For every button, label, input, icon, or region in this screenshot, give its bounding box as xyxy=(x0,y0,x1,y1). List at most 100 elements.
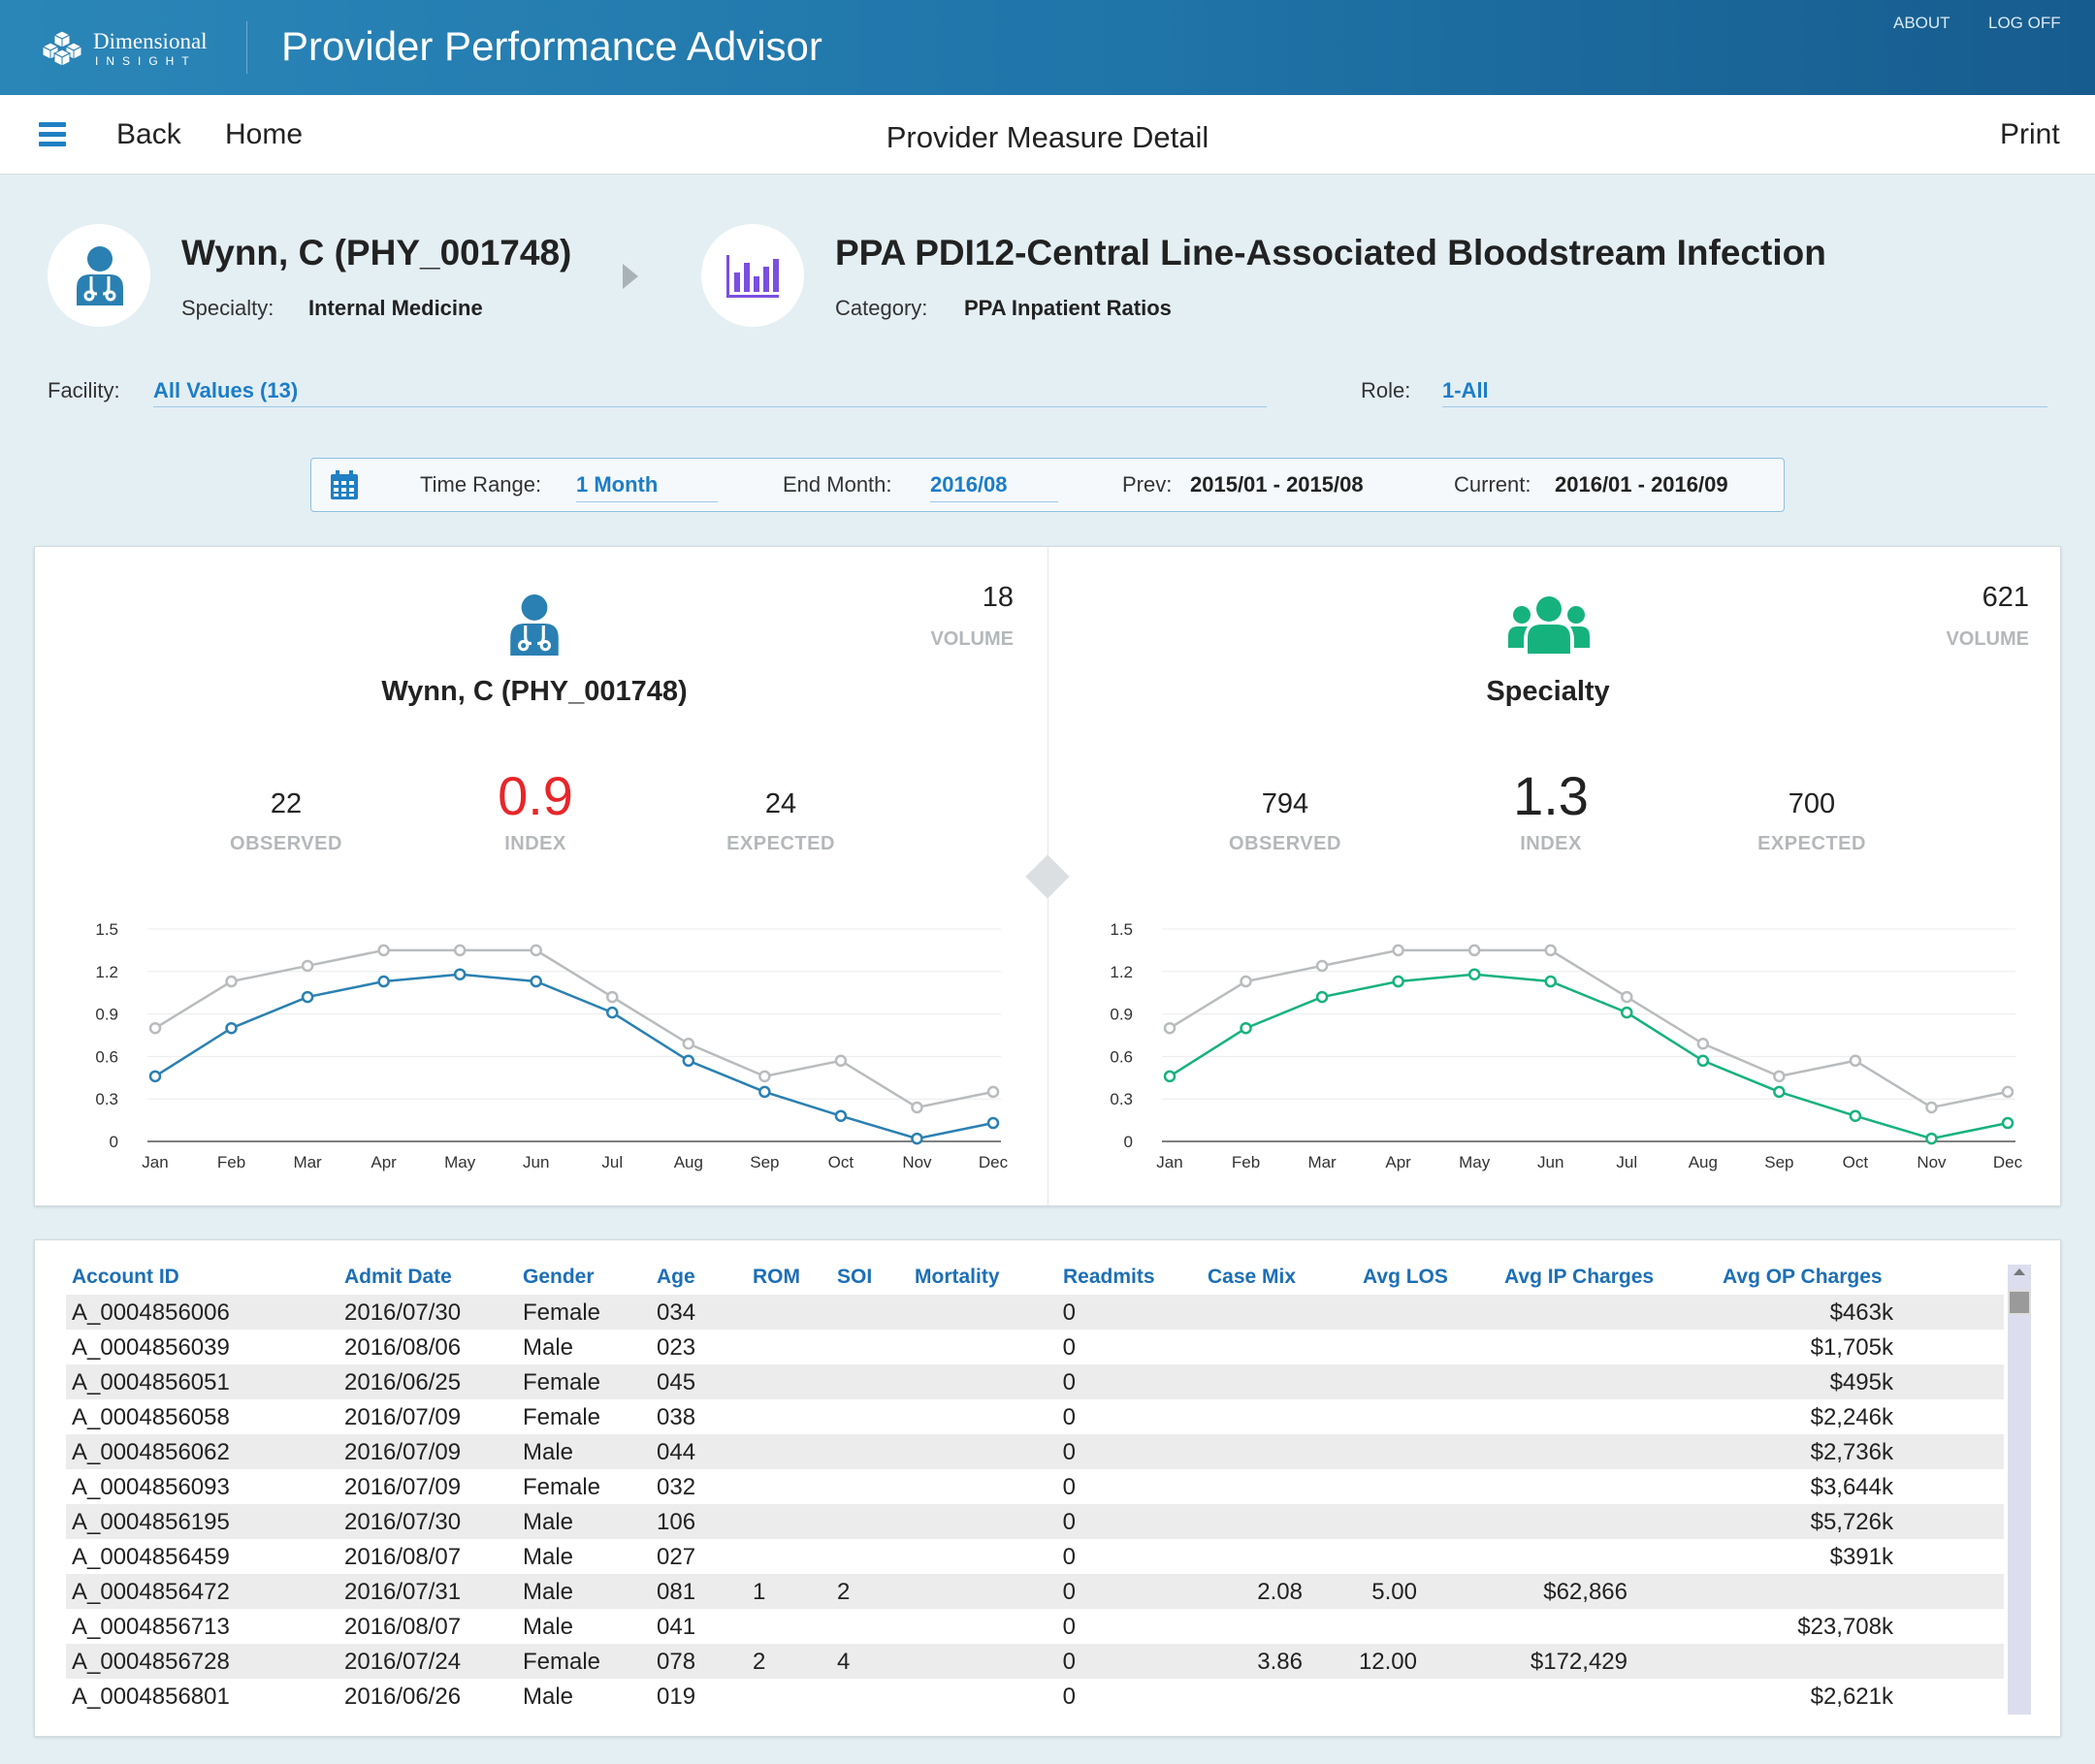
current-point-jul[interactable] xyxy=(1621,1006,1633,1019)
current-point-may[interactable] xyxy=(1467,968,1481,980)
current-point-dec[interactable] xyxy=(986,1116,1000,1130)
cell-avg-op-charges: $5,726k xyxy=(1810,1509,1893,1535)
table-row[interactable]: A_0004856459 2016/08/07 Male 027 0 $391k xyxy=(66,1539,2004,1574)
scroll-up-arrow-icon[interactable] xyxy=(2014,1268,2025,1275)
col-case-mix[interactable]: Case Mix xyxy=(1208,1266,1297,1288)
comparison-point-mar[interactable] xyxy=(1315,959,1329,973)
comparison-point-apr[interactable] xyxy=(377,944,390,957)
table-row[interactable]: A_0004856093 2016/07/09 Female 032 0 $3,644k xyxy=(66,1469,2004,1504)
comparison-point-oct[interactable] xyxy=(834,1054,848,1068)
cell-case-mix: 3.86 xyxy=(1257,1649,1303,1675)
current-point-apr[interactable] xyxy=(1392,975,1404,988)
current-point-aug[interactable] xyxy=(1696,1054,1710,1068)
col-mortality[interactable]: Mortality xyxy=(915,1266,1000,1288)
col-soi[interactable]: SOI xyxy=(837,1266,873,1288)
col-age[interactable]: Age xyxy=(657,1266,695,1288)
current-point-aug[interactable] xyxy=(682,1054,695,1068)
cell-admit-date: 2016/07/30 xyxy=(344,1509,462,1535)
comparison-point-may[interactable] xyxy=(1467,944,1481,957)
comparison-point-jun[interactable] xyxy=(1544,944,1557,957)
table-row[interactable]: A_0004856051 2016/06/25 Female 045 0 $495k xyxy=(66,1364,2004,1399)
table-row[interactable]: A_0004856039 2016/08/06 Male 023 0 $1,705k xyxy=(66,1330,2004,1364)
caret-right-icon xyxy=(623,264,638,289)
home-link[interactable]: Home xyxy=(225,118,304,150)
comparison-point-feb[interactable] xyxy=(1240,975,1252,988)
current-point-dec[interactable] xyxy=(2001,1116,2014,1130)
comparison-point-mar[interactable] xyxy=(301,959,314,973)
col-account-id[interactable]: Account ID xyxy=(72,1266,179,1288)
current-point-mar[interactable] xyxy=(301,990,314,1004)
comparison-point-apr[interactable] xyxy=(1392,944,1404,957)
table-row[interactable]: A_0004856062 2016/07/09 Male 044 0 $2,736k xyxy=(66,1434,2004,1469)
comparison-point-sep[interactable] xyxy=(758,1070,771,1083)
print-link[interactable]: Print xyxy=(2000,118,2060,150)
col-rom[interactable]: ROM xyxy=(753,1266,800,1288)
current-point-jan[interactable] xyxy=(1163,1070,1176,1083)
current-point-feb[interactable] xyxy=(225,1021,238,1035)
cell-account-id: A_0004856728 xyxy=(72,1649,230,1675)
scroll-thumb[interactable] xyxy=(2008,1290,2031,1315)
col-readmits[interactable]: Readmits xyxy=(1063,1266,1155,1288)
comparison-point-jun[interactable] xyxy=(530,944,542,957)
current-point-sep[interactable] xyxy=(758,1085,771,1099)
comparison-point-oct[interactable] xyxy=(1849,1054,1862,1068)
facility-select[interactable]: All Values (13) xyxy=(153,378,299,402)
table-row[interactable]: A_0004856006 2016/07/30 Female 034 0 $463k xyxy=(66,1295,2004,1330)
current-point-apr[interactable] xyxy=(377,975,390,988)
comparison-point-dec[interactable] xyxy=(2001,1085,2014,1099)
table-row[interactable]: A_0004856472 2016/07/31 Male 081 1 2 0 2.08 5.00… xyxy=(66,1574,2004,1609)
current-point-jan[interactable] xyxy=(148,1070,162,1083)
y-tick-label: 0.9 xyxy=(95,1006,118,1024)
comparison-point-feb[interactable] xyxy=(225,975,238,988)
back-link[interactable]: Back xyxy=(116,118,181,150)
comparison-point-jan[interactable] xyxy=(1163,1021,1176,1035)
end-month-select[interactable]: 2016/08 xyxy=(930,472,1008,497)
comparison-point-may[interactable] xyxy=(453,944,467,957)
current-point-jun[interactable] xyxy=(1544,975,1557,988)
time-range-select[interactable]: 1 Month xyxy=(576,472,659,497)
table-row[interactable]: A_0004856195 2016/07/30 Male 106 0 $5,726k xyxy=(66,1504,2004,1539)
current-point-sep[interactable] xyxy=(1773,1085,1786,1099)
current-point-nov[interactable] xyxy=(911,1132,923,1145)
table-row[interactable]: A_0004856713 2016/08/07 Male 041 0 $23,708k xyxy=(66,1609,2004,1644)
col-avg-ip-charges[interactable]: Avg IP Charges xyxy=(1504,1266,1655,1288)
col-avg-los[interactable]: Avg LOS xyxy=(1363,1266,1448,1288)
current-point-may[interactable] xyxy=(453,968,467,980)
role-select[interactable]: 1-All xyxy=(1442,378,1489,402)
current-point-jun[interactable] xyxy=(530,975,542,988)
specialty-value: Internal Medicine xyxy=(308,296,483,320)
comparison-point-dec[interactable] xyxy=(986,1085,1000,1099)
comparison-point-nov[interactable] xyxy=(1925,1101,1938,1114)
cell-age: 023 xyxy=(657,1334,696,1361)
current-point-oct[interactable] xyxy=(1849,1109,1862,1122)
table-row[interactable]: A_0004856801 2016/06/26 Male 019 0 $2,621k xyxy=(66,1679,2004,1714)
current-point-oct[interactable] xyxy=(834,1109,848,1122)
current-point-nov[interactable] xyxy=(1925,1132,1938,1145)
col-avg-op-charges[interactable]: Avg OP Charges xyxy=(1723,1266,1883,1288)
comparison-point-jul[interactable] xyxy=(1621,990,1633,1004)
cell-gender: Female xyxy=(523,1299,601,1326)
current-point-jul[interactable] xyxy=(606,1006,619,1019)
comparison-point-aug[interactable] xyxy=(682,1038,695,1050)
category-value: PPA Inpatient Ratios xyxy=(964,296,1172,320)
specialty-trend-chart: 0 0.3 0.6 0.9 1.2 1.5 Jan Feb Mar Apr May Jun Jul Aug… xyxy=(1110,920,2022,1171)
table-scrollbar[interactable] xyxy=(2008,1265,2031,1715)
current-point-mar[interactable] xyxy=(1315,990,1329,1004)
comparison-point-sep[interactable] xyxy=(1773,1070,1786,1083)
comparison-point-nov[interactable] xyxy=(911,1101,923,1114)
current-point-feb[interactable] xyxy=(1240,1021,1252,1035)
hamburger-menu-icon[interactable] xyxy=(39,122,68,147)
comparison-point-aug[interactable] xyxy=(1696,1038,1710,1050)
table-row[interactable]: A_0004856728 2016/07/24 Female 078 2 4 0 3.86 12… xyxy=(66,1644,2004,1679)
comparison-point-jul[interactable] xyxy=(606,990,619,1004)
calendar-icon[interactable] xyxy=(331,470,358,499)
table-row[interactable]: A_0004856058 2016/07/09 Female 038 0 $2,246k xyxy=(66,1399,2004,1434)
cell-mortality: 0 xyxy=(1062,1579,1076,1605)
about-link[interactable]: ABOUT xyxy=(1893,14,1950,32)
page-title: Provider Measure Detail xyxy=(886,120,1209,154)
comparison-point-jan[interactable] xyxy=(148,1021,162,1035)
log-off-link[interactable]: LOG OFF xyxy=(1988,14,2061,32)
cell-gender: Male xyxy=(523,1579,574,1605)
col-admit-date[interactable]: Admit Date xyxy=(344,1266,452,1288)
col-gender[interactable]: Gender xyxy=(523,1266,595,1288)
